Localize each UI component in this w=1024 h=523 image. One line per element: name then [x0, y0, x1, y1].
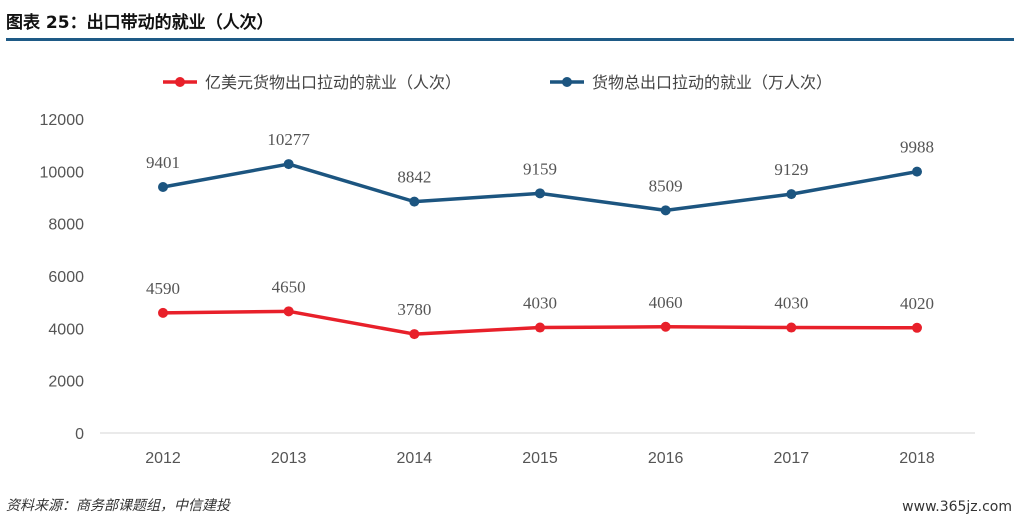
x-tick-label: 2014: [397, 450, 433, 467]
legend-marker: [175, 77, 185, 87]
y-tick-label: 12000: [40, 112, 85, 129]
data-label: 3780: [397, 300, 431, 319]
data-point: [283, 159, 294, 170]
x-tick-label: 2017: [774, 450, 810, 467]
title-divider: [6, 38, 1014, 41]
data-label: 4030: [523, 294, 557, 313]
legend-label: 货物总出口拉动的就业（万人次）: [592, 73, 832, 92]
data-label: 9129: [774, 160, 808, 179]
data-label: 9988: [900, 138, 934, 157]
line-chart: 0 2000 4000 6000 8000 10000 12000 2012 2013 2014 2…: [40, 73, 975, 467]
data-point: [409, 196, 420, 207]
y-tick-label: 2000: [48, 374, 84, 391]
data-point: [535, 188, 545, 199]
x-tick-label: 2016: [648, 450, 684, 467]
data-point: [660, 321, 671, 332]
data-label: 8842: [397, 168, 431, 187]
legend-marker: [562, 77, 572, 87]
y-tick-label: 6000: [48, 269, 84, 286]
source-note: 资料来源：商务部课题组，中信建投: [6, 498, 230, 514]
data-label: 4020: [900, 294, 934, 313]
data-point: [912, 322, 922, 333]
data-label: 8509: [649, 176, 683, 195]
data-point: [786, 322, 797, 333]
data-label: 4590: [146, 279, 180, 298]
data-label: 4650: [272, 277, 306, 296]
x-tick-label: 2013: [271, 450, 307, 467]
legend-label: 亿美元货物出口拉动的就业（人次）: [205, 73, 461, 92]
watermark: www.365jz.com: [902, 499, 1012, 515]
data-label: 4060: [649, 293, 683, 312]
x-tick-label: 2012: [145, 450, 181, 467]
data-point: [158, 182, 168, 193]
data-point: [158, 307, 168, 318]
data-point: [660, 205, 671, 216]
data-point: [409, 329, 420, 340]
y-tick-label: 0: [75, 426, 84, 443]
x-tick-label: 2018: [899, 450, 935, 467]
figure-title: 图表 25：出口带动的就业（人次）: [6, 13, 274, 33]
data-label: 9159: [523, 159, 557, 178]
x-tick-label: 2015: [522, 450, 558, 467]
data-point: [786, 189, 797, 200]
data-point: [912, 166, 922, 177]
data-label: 9401: [146, 153, 180, 172]
y-tick-label: 10000: [40, 164, 85, 181]
data-point: [283, 306, 294, 317]
data-label: 10277: [267, 130, 310, 149]
y-tick-label: 4000: [48, 321, 84, 338]
y-tick-label: 8000: [48, 217, 84, 234]
data-label: 4030: [774, 294, 808, 313]
data-point: [535, 322, 545, 333]
